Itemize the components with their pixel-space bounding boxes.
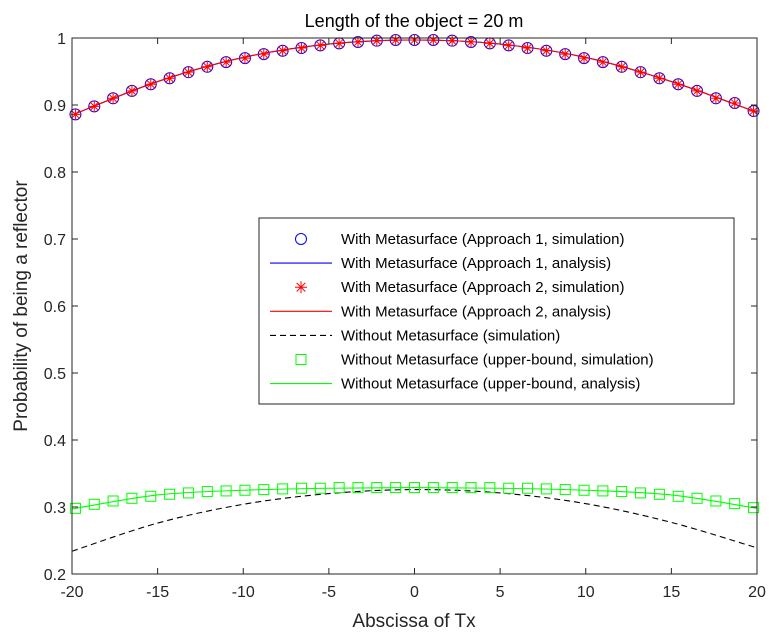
x-tick-label: -15 [146, 584, 169, 601]
legend-item: Without Metasurface (simulation) [270, 327, 560, 344]
legend-label: Without Metasurface (upper-bound, analys… [341, 376, 640, 393]
data-point [728, 96, 741, 109]
data-point [295, 42, 308, 55]
legend-item: With Metasurface (Approach 1, simulation… [295, 231, 624, 248]
data-point [333, 482, 345, 494]
y-tick-label: 0.3 [44, 500, 66, 517]
legend-item: With Metasurface (Approach 2, simulation… [295, 279, 624, 296]
data-point [276, 44, 289, 57]
x-tick-label: 0 [410, 584, 419, 601]
data-point [69, 502, 81, 514]
data-point [709, 92, 722, 105]
data-point [521, 42, 534, 55]
legend-box [258, 217, 735, 405]
y-axis-label: Probability of being a reflector [11, 180, 32, 432]
x-tick-label: 5 [496, 584, 505, 601]
legend-item: Without Metasurface (upper-bound, analys… [270, 376, 640, 393]
data-point [484, 482, 496, 494]
legend-label: With Metasurface (Approach 1, simulation… [341, 231, 624, 248]
y-tick-label: 0.5 [44, 366, 66, 383]
y-tick-label: 0.7 [44, 232, 66, 249]
series-line [71, 487, 758, 510]
y-tick-label: 0.6 [44, 299, 66, 316]
x-tick-label: 20 [748, 584, 766, 601]
series-7 [71, 487, 758, 510]
data-point [163, 72, 176, 85]
series-5 [71, 489, 758, 552]
y-tick-label: 1 [57, 31, 66, 48]
x-axis-label: Abscissa of Tx [352, 611, 476, 632]
legend-item: With Metasurface (Approach 2, analysis) [270, 303, 611, 320]
legend-marker [295, 233, 307, 245]
axes: -20 -15 -10 -5 0 5 10 15 20 0.2 0.3 0.4 0.5 0.6 0.7 0.8… [44, 31, 766, 601]
x-tick-label: 15 [662, 584, 680, 601]
y-tick-label: 0.8 [44, 165, 66, 182]
legend-marker [295, 354, 307, 365]
legend-label: Without Metasurface (upper-bound, simula… [341, 352, 654, 369]
x-tick-label: -20 [60, 584, 83, 601]
data-point [257, 48, 270, 61]
data-point [238, 52, 251, 65]
legend: With Metasurface (Approach 1, simulation… [258, 217, 735, 405]
x-tick-label: -10 [232, 584, 255, 601]
series-line [71, 489, 758, 552]
data-point [596, 56, 609, 69]
legend-item: Without Metasurface (upper-bound, simula… [295, 352, 654, 369]
legend-item: With Metasurface (Approach 1, analysis) [270, 255, 611, 272]
legend-label: With Metasurface (Approach 2, simulation… [341, 279, 624, 296]
legend-label: Without Metasurface (simulation) [341, 327, 560, 344]
data-point [69, 108, 82, 121]
x-tick-label: -5 [322, 584, 336, 601]
data-point [559, 48, 572, 61]
data-point [691, 492, 703, 504]
legend-marker [295, 281, 307, 294]
y-tick-label: 0.2 [44, 567, 66, 584]
legend-label: With Metasurface (Approach 2, analysis) [341, 303, 611, 320]
data-point [578, 52, 591, 65]
data-point [540, 44, 553, 57]
chart-title: Length of the object = 20 m [305, 11, 524, 31]
x-tick-label: 10 [577, 584, 595, 601]
data-point [220, 56, 233, 69]
data-point [748, 502, 760, 514]
y-tick-label: 0.9 [44, 98, 66, 115]
legend-label: With Metasurface (Approach 1, analysis) [341, 255, 611, 272]
y-tick-label: 0.4 [44, 433, 66, 450]
